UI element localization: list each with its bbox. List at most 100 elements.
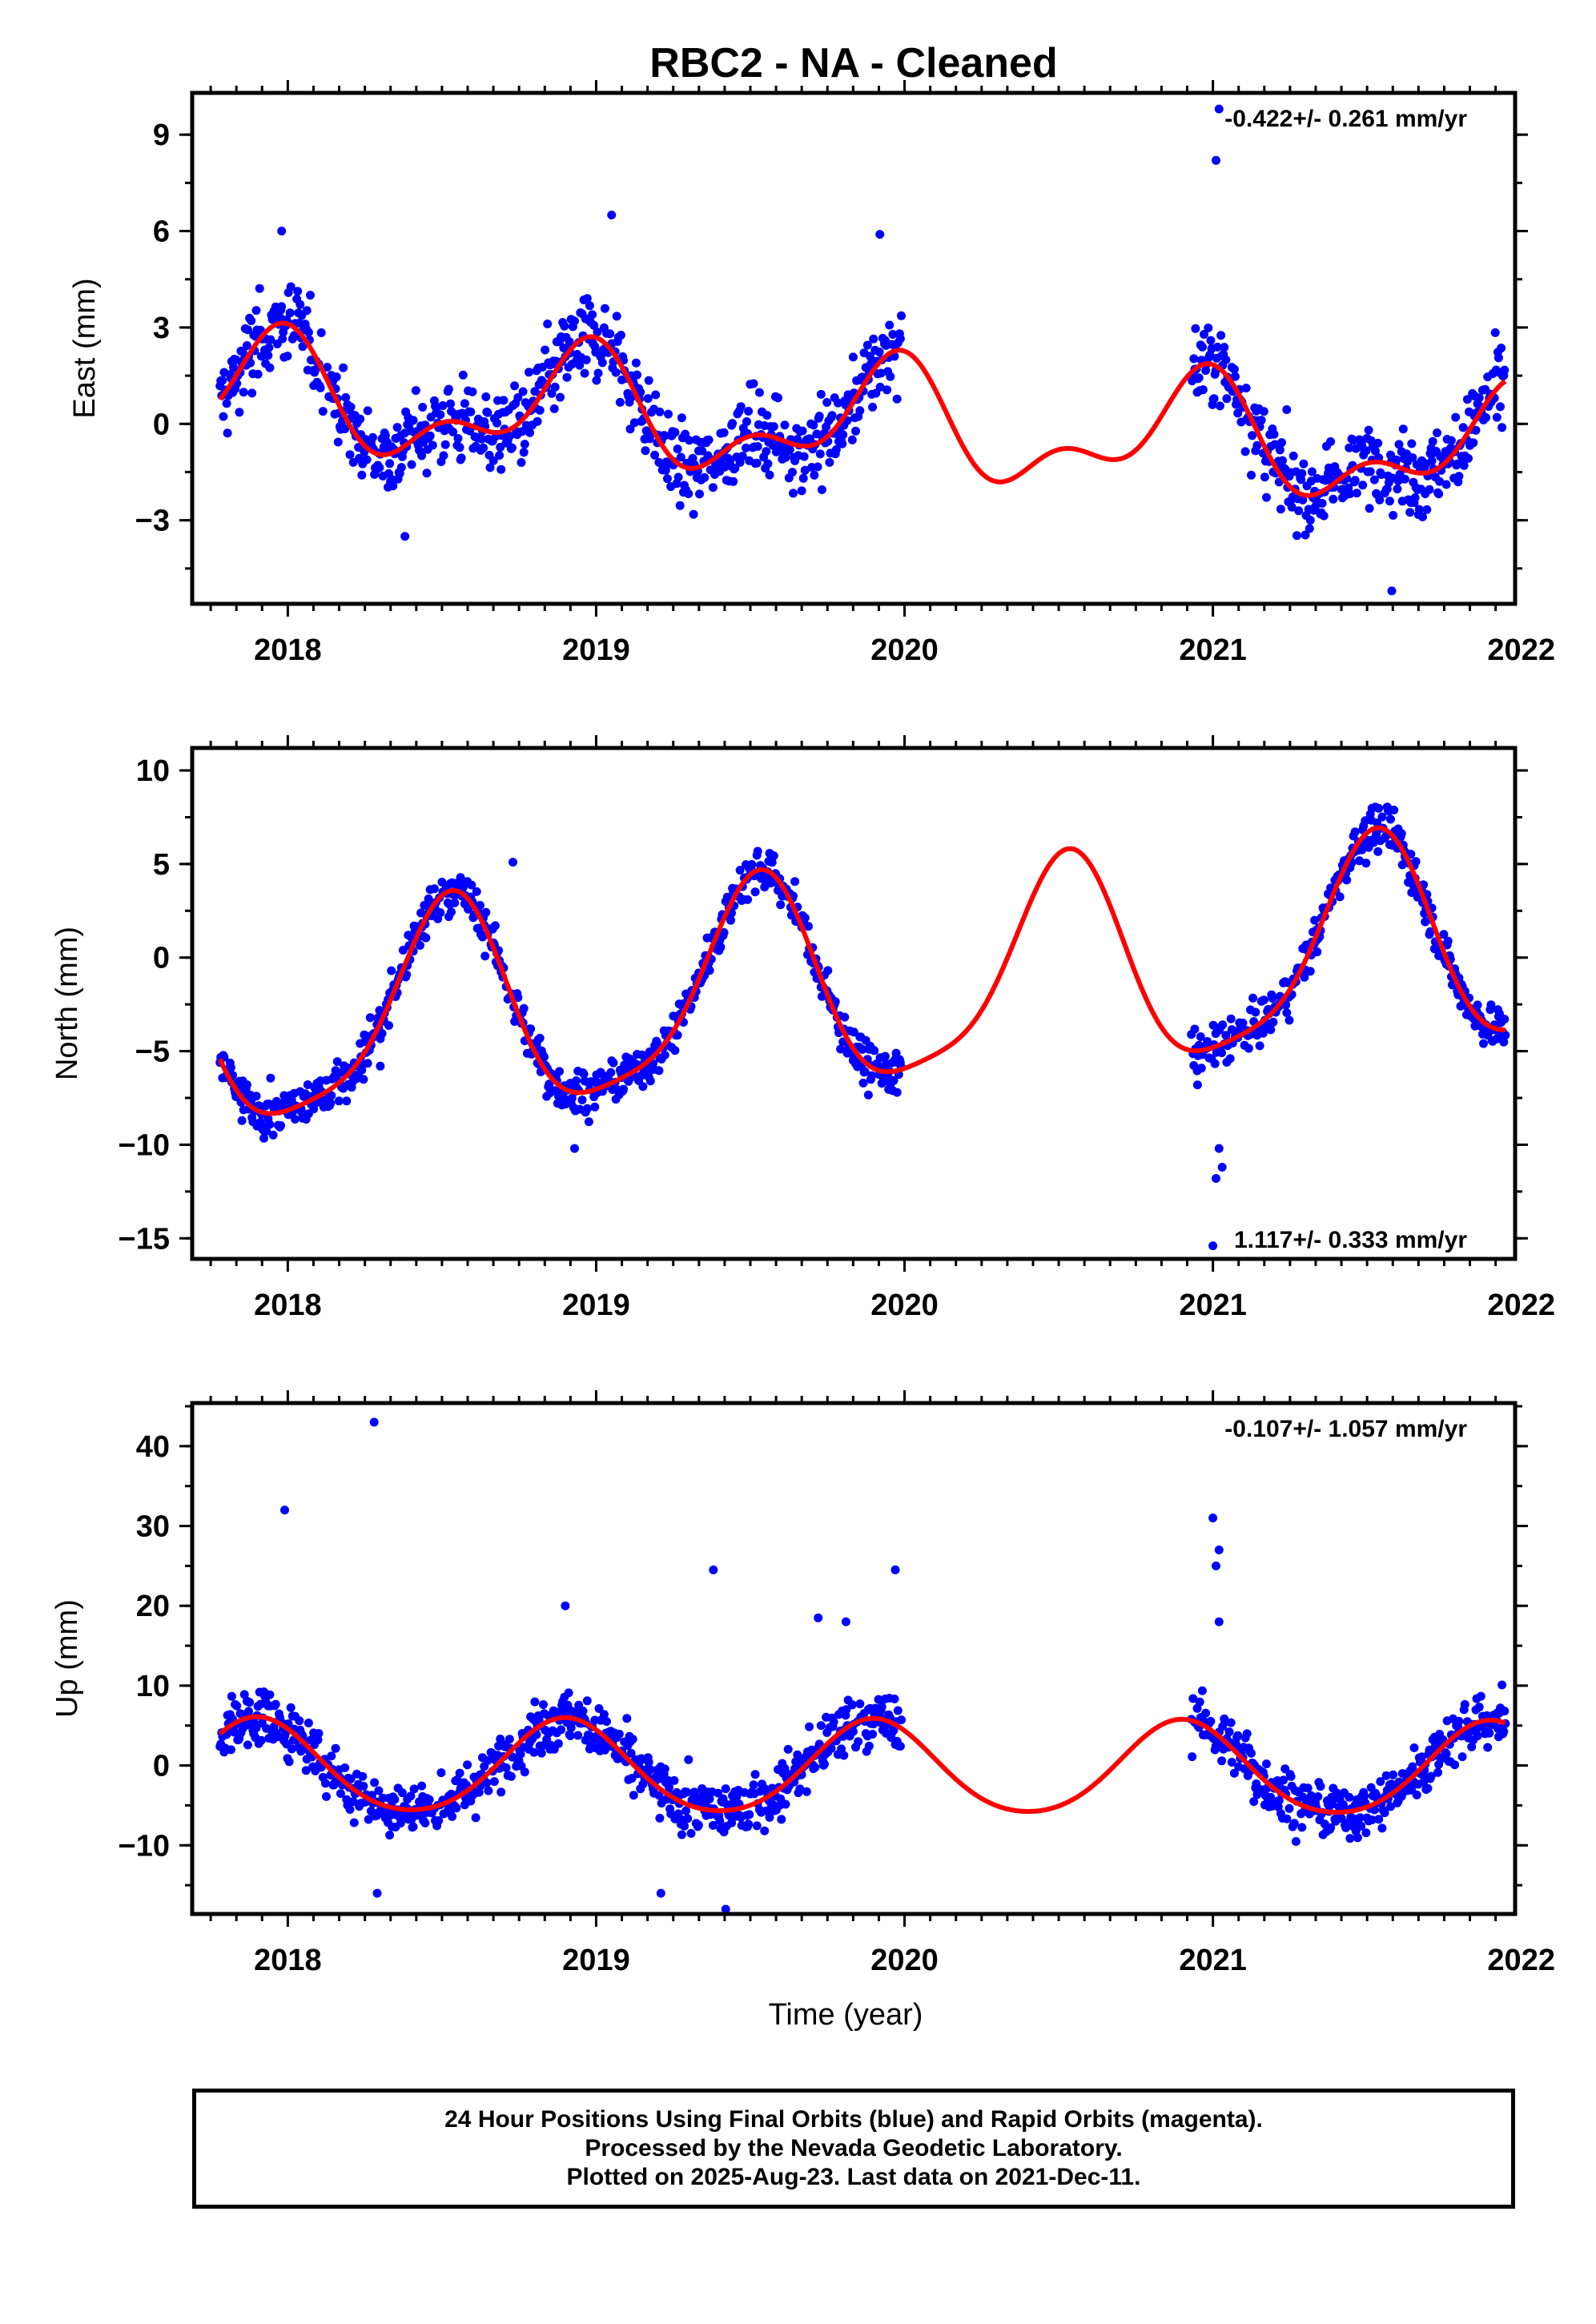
data-point xyxy=(226,1745,235,1755)
data-point xyxy=(1194,373,1204,383)
data-point xyxy=(467,880,476,890)
data-point xyxy=(611,368,621,377)
data-point xyxy=(831,445,841,454)
data-point xyxy=(408,1822,418,1831)
data-point xyxy=(1313,1792,1323,1801)
data-point xyxy=(584,1117,593,1127)
data-point xyxy=(810,1763,820,1772)
data-point xyxy=(769,422,778,432)
x-axis-label: Time (year) xyxy=(769,1998,923,2032)
data-point xyxy=(1410,493,1420,502)
data-point xyxy=(1375,495,1385,505)
data-point xyxy=(730,464,740,473)
data-point xyxy=(357,470,367,480)
data-point xyxy=(244,1707,253,1716)
data-point xyxy=(1247,470,1256,480)
data-point xyxy=(1342,875,1352,885)
data-point xyxy=(1400,474,1409,484)
data-point xyxy=(458,370,468,380)
data-point xyxy=(897,311,906,320)
data-point xyxy=(875,382,885,392)
data-point xyxy=(1251,1007,1260,1017)
data-point xyxy=(1288,451,1298,460)
data-point xyxy=(222,399,231,408)
data-point xyxy=(262,1126,271,1136)
data-point xyxy=(1225,1054,1235,1063)
data-point xyxy=(705,1794,714,1803)
data-point xyxy=(1499,1037,1509,1047)
data-point xyxy=(496,464,506,474)
data-point xyxy=(286,1703,295,1712)
data-point xyxy=(721,1784,730,1794)
data-point xyxy=(893,1706,903,1715)
y-tick-label: 10 xyxy=(136,1670,170,1703)
data-point xyxy=(798,426,807,436)
data-point xyxy=(384,1021,393,1030)
data-point xyxy=(673,1809,683,1819)
outlier-point xyxy=(400,532,410,541)
data-point xyxy=(897,1715,906,1725)
east-rate-annotation: -0.422+/- 0.261 mm/yr xyxy=(1224,106,1467,132)
data-point xyxy=(316,328,326,337)
outlier-point xyxy=(656,1888,665,1898)
data-point xyxy=(295,300,305,309)
data-point xyxy=(1198,385,1208,395)
data-point xyxy=(833,398,842,408)
outlier-point xyxy=(1217,1163,1227,1172)
data-point xyxy=(1233,408,1243,418)
data-point xyxy=(316,383,325,392)
data-point xyxy=(302,306,312,316)
outlier-point xyxy=(372,1888,382,1898)
data-point xyxy=(615,397,625,407)
data-point xyxy=(838,439,847,448)
y-tick-label: 6 xyxy=(153,215,170,249)
data-point xyxy=(418,403,428,412)
data-point xyxy=(1226,1014,1236,1023)
data-point xyxy=(1189,354,1199,364)
data-point xyxy=(1216,331,1226,340)
data-point xyxy=(1373,438,1383,448)
data-point xyxy=(1227,1758,1236,1767)
data-point xyxy=(1229,1768,1239,1778)
data-point xyxy=(869,334,878,344)
data-point xyxy=(1345,1834,1355,1844)
data-point xyxy=(1358,480,1368,490)
data-point xyxy=(268,1130,278,1140)
data-point xyxy=(1206,1716,1216,1726)
data-point xyxy=(654,1066,664,1076)
data-point xyxy=(1238,1019,1248,1027)
data-point xyxy=(439,451,448,460)
data-point xyxy=(1360,1791,1369,1801)
data-point xyxy=(408,416,418,425)
data-point xyxy=(264,343,274,352)
data-point xyxy=(675,501,685,510)
data-point xyxy=(327,1091,336,1100)
data-point xyxy=(1188,1752,1197,1762)
data-point xyxy=(519,448,529,457)
data-point xyxy=(1190,1024,1200,1034)
data-point xyxy=(223,428,232,438)
outlier-point xyxy=(814,1613,823,1622)
data-point xyxy=(1260,472,1269,482)
x-tick-label: 2022 xyxy=(1487,1944,1555,1977)
data-point xyxy=(673,472,683,482)
data-point xyxy=(251,1092,261,1101)
data-point xyxy=(1335,892,1345,902)
data-point xyxy=(564,1688,573,1698)
data-point xyxy=(585,301,594,311)
data-point xyxy=(436,1768,446,1778)
data-point xyxy=(876,368,886,378)
data-point xyxy=(600,304,609,313)
data-point xyxy=(1345,443,1354,452)
data-point xyxy=(582,1104,592,1113)
data-point xyxy=(1356,1813,1365,1823)
data-point xyxy=(1278,456,1287,465)
data-point xyxy=(890,1695,899,1703)
data-point xyxy=(695,489,704,499)
data-point xyxy=(465,426,475,436)
y-tick-label: 3 xyxy=(153,312,170,345)
data-point xyxy=(242,1080,251,1089)
data-point xyxy=(1462,395,1472,404)
data-point xyxy=(313,1735,323,1745)
data-point xyxy=(1242,1729,1252,1739)
